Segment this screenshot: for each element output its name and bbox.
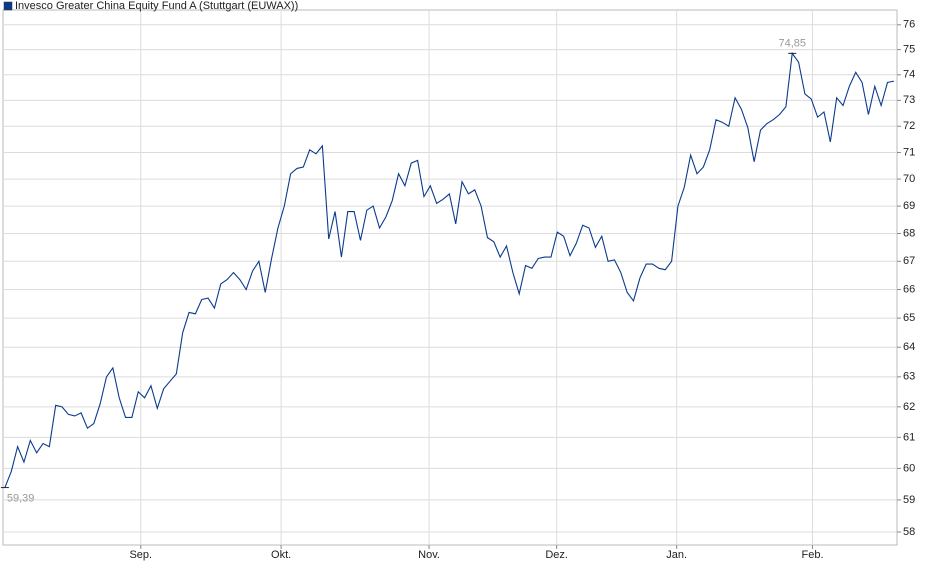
y-tick-label: 71 bbox=[903, 146, 915, 158]
x-tick-label: Dez. bbox=[545, 549, 568, 561]
x-tick-label: Nov. bbox=[418, 549, 440, 561]
x-tick-label: Jan. bbox=[666, 549, 687, 561]
series-line bbox=[4, 51, 894, 488]
y-tick-label: 76 bbox=[903, 19, 915, 31]
legend-swatch bbox=[3, 1, 13, 11]
y-tick-label: 69 bbox=[903, 200, 915, 212]
y-tick-label: 63 bbox=[903, 371, 915, 383]
y-tick-label: 70 bbox=[903, 173, 915, 185]
x-tick-label: Feb. bbox=[802, 549, 824, 561]
legend-label: Invesco Greater China Equity Fund A (Stu… bbox=[15, 0, 298, 12]
y-tick-label: 60 bbox=[903, 462, 915, 474]
y-tick-label: 62 bbox=[903, 401, 915, 413]
y-tick-label: 58 bbox=[903, 526, 915, 538]
annotation-label: 59,39 bbox=[7, 492, 35, 504]
y-tick-label: 65 bbox=[903, 312, 915, 324]
annotation-label: 74,85 bbox=[778, 37, 806, 49]
y-tick-label: 64 bbox=[903, 341, 915, 353]
x-tick-label: Sep. bbox=[129, 549, 152, 561]
y-tick-label: 66 bbox=[903, 283, 915, 295]
y-tick-label: 75 bbox=[903, 44, 915, 56]
y-tick-label: 61 bbox=[903, 431, 915, 443]
y-tick-label: 72 bbox=[903, 120, 915, 132]
y-tick-label: 73 bbox=[903, 94, 915, 106]
y-tick-label: 74 bbox=[903, 69, 915, 81]
y-tick-label: 68 bbox=[903, 227, 915, 239]
y-tick-label: 59 bbox=[903, 494, 915, 506]
x-tick-label: Okt. bbox=[271, 549, 291, 561]
y-tick-label: 67 bbox=[903, 255, 915, 267]
plot-frame bbox=[2, 9, 898, 546]
